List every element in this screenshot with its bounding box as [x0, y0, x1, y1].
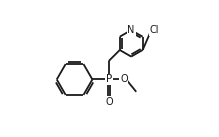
Text: O: O	[120, 75, 128, 84]
Text: N: N	[127, 25, 135, 35]
Text: P: P	[106, 75, 112, 84]
Text: O: O	[105, 97, 113, 107]
Text: Cl: Cl	[150, 25, 159, 35]
